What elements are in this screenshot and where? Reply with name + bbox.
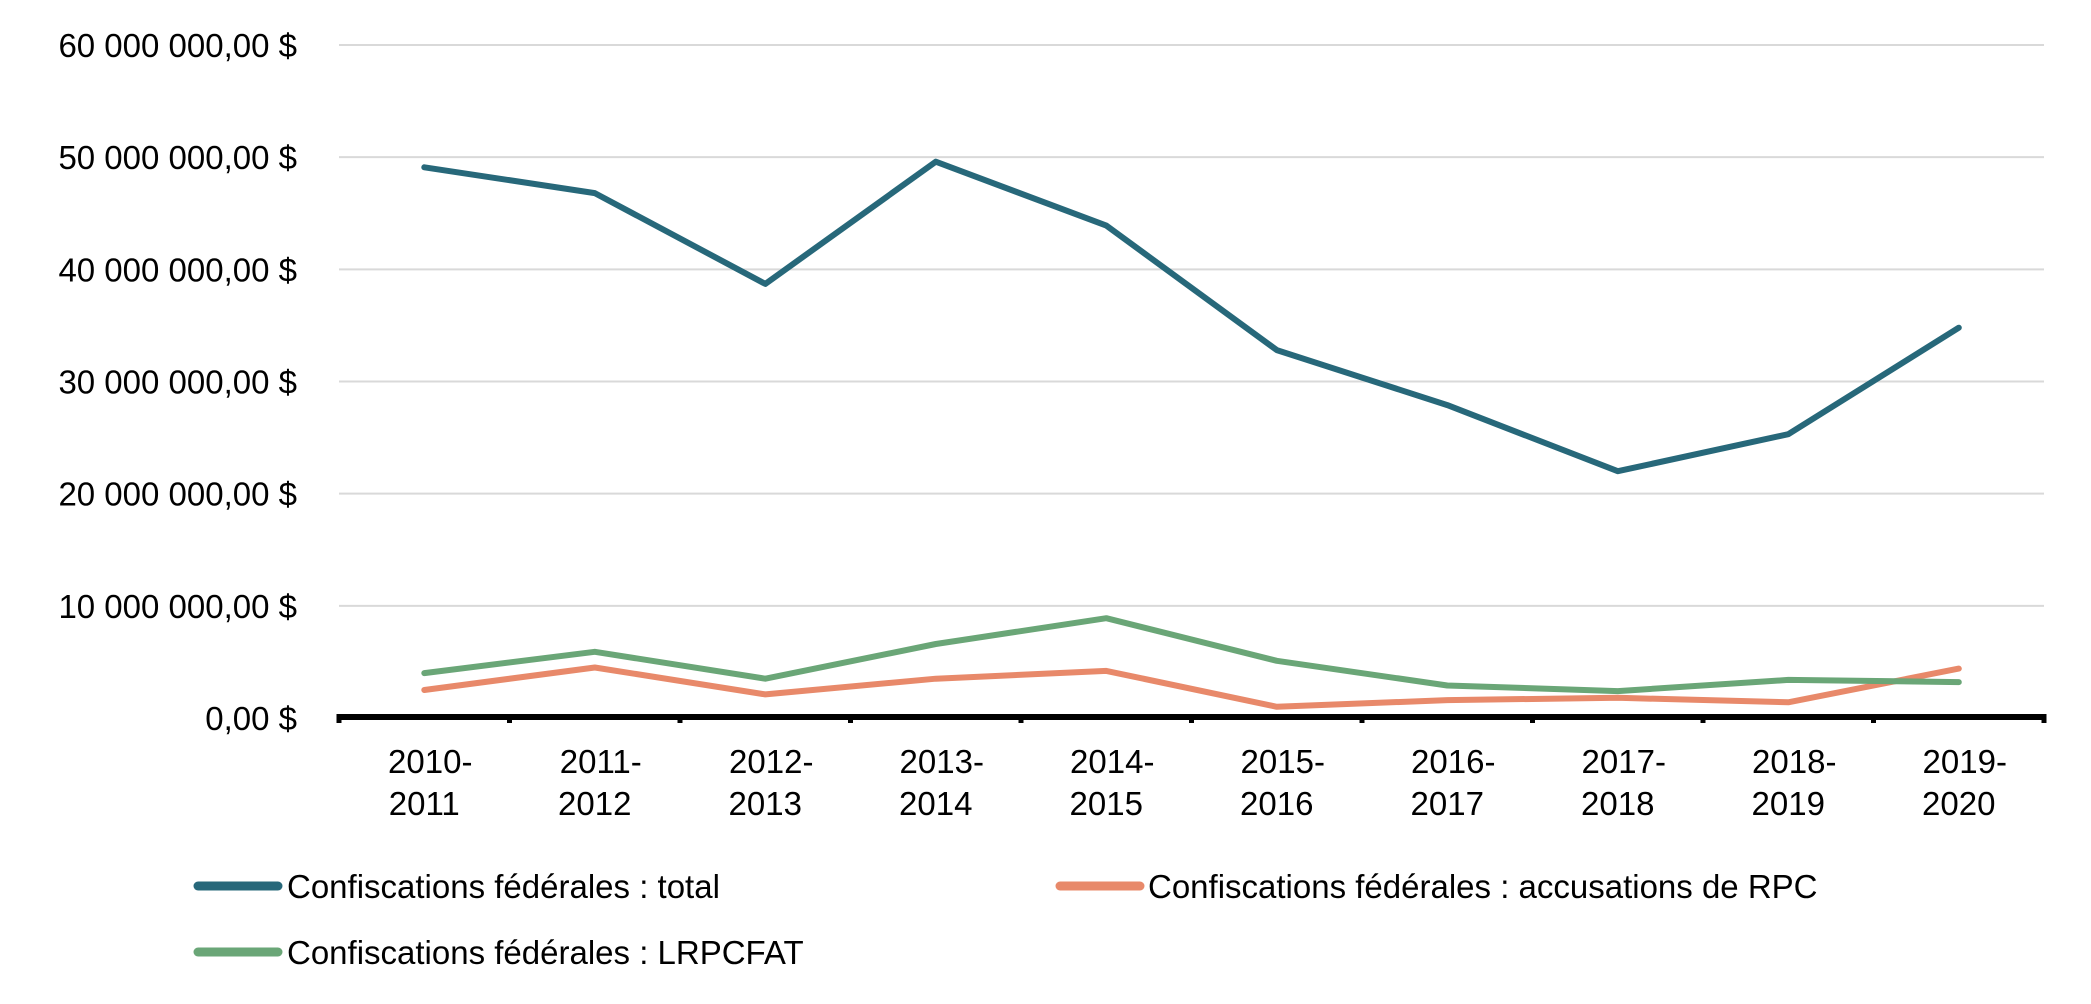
legend-label-accusations-rpc: Confiscations fédérales : accusations de… xyxy=(1148,868,1818,905)
y-tick-label: 30 000 000,00 $ xyxy=(58,364,297,401)
legend-label-lrpcfat: Confiscations fédérales : LRPCFAT xyxy=(287,934,804,971)
x-axis-tick-labels: 2010-2011 2011-2012 2012-2013 2013-2014 2014… xyxy=(388,743,2007,822)
legend-label-total: Confiscations fédérales : total xyxy=(287,868,720,905)
x-tick-label: 2019-2020 xyxy=(1922,743,2007,822)
x-tick-label: 2011-2012 xyxy=(558,743,642,822)
y-tick-label: 20 000 000,00 $ xyxy=(58,476,297,513)
y-tick-label: 60 000 000,00 $ xyxy=(58,27,297,64)
series-line-0 xyxy=(421,158,1962,475)
y-tick-label: 0,00 $ xyxy=(205,700,297,737)
legend: Confiscations fédérales : total Confisca… xyxy=(193,868,1818,971)
x-axis xyxy=(336,714,2047,723)
y-tick-label: 40 000 000,00 $ xyxy=(58,251,297,288)
y-tick-label: 10 000 000,00 $ xyxy=(58,588,297,625)
gridlines xyxy=(339,44,2044,607)
x-tick-label: 2017-2018 xyxy=(1581,743,1666,822)
legend-item-lrpcfat[interactable]: Confiscations fédérales : LRPCFAT xyxy=(193,934,804,971)
series-line-2 xyxy=(421,615,1962,695)
x-tick-label: 2013-2014 xyxy=(899,743,984,822)
series-line-1 xyxy=(421,664,1962,710)
series-lines xyxy=(421,158,1962,710)
x-tick-label: 2014-2015 xyxy=(1070,743,1155,822)
x-tick-label: 2016-2017 xyxy=(1411,743,1496,822)
x-tick-label: 2012-2013 xyxy=(729,743,814,822)
legend-item-accusations-rpc[interactable]: Confiscations fédérales : accusations de… xyxy=(1055,868,1818,905)
x-tick-label: 2015-2016 xyxy=(1240,743,1325,822)
x-tick-label: 2010-2011 xyxy=(388,743,472,822)
y-tick-label: 50 000 000,00 $ xyxy=(58,139,297,176)
x-tick-label: 2018-2019 xyxy=(1752,743,1837,822)
y-axis-tick-labels: 0,00 $ 10 000 000,00 $ 20 000 000,00 $ 30 0… xyxy=(58,27,297,737)
legend-item-total[interactable]: Confiscations fédérales : total xyxy=(193,868,720,905)
